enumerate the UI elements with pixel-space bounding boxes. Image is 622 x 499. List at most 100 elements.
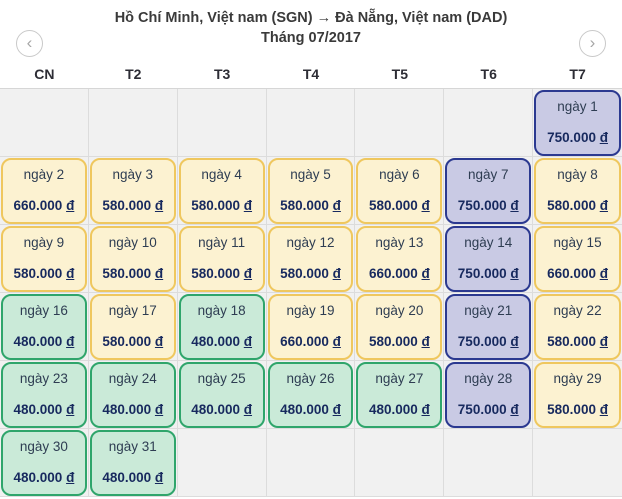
calendar-day-cell-21[interactable]: ngày 21 750.000 đ: [445, 294, 532, 360]
calendar-day-cell-24[interactable]: ngày 24 480.000 đ: [89, 362, 176, 428]
calendar-header: Hồ Chí Minh, Việt nam (SGN) → Đà Nẵng, V…: [0, 0, 622, 60]
fare-price-link[interactable]: 580.000 đ: [547, 402, 608, 417]
calendar-day-cell-26[interactable]: ngày 26 480.000 đ: [267, 362, 354, 428]
fare-price-link[interactable]: 480.000 đ: [102, 470, 164, 485]
fare-price-link[interactable]: 750.000 đ: [457, 198, 519, 213]
calendar-day-cell-19[interactable]: ngày 19 660.000 đ: [267, 294, 354, 360]
weekday-header-t5: T5: [391, 66, 409, 82]
fare-price-link[interactable]: 580.000 đ: [368, 198, 430, 213]
next-month-button[interactable]: ›: [579, 30, 606, 57]
calendar-day-cell-9[interactable]: ngày 9 580.000 đ: [1, 226, 87, 292]
fare-price-link[interactable]: 580.000 đ: [368, 334, 430, 349]
calendar-cell: ngày 10 580.000 đ: [88, 225, 178, 293]
day-number-label: ngày 11: [198, 235, 246, 250]
calendar-cell: ngày 4 580.000 đ: [177, 157, 267, 225]
fare-price-link[interactable]: 750.000 đ: [547, 130, 608, 145]
calendar-day-cell-6[interactable]: ngày 6 580.000 đ: [356, 158, 443, 224]
fare-price-link[interactable]: 580.000 đ: [102, 334, 164, 349]
calendar-cell: ngày 3 580.000 đ: [88, 157, 178, 225]
calendar-cell: ngày 29 580.000 đ: [533, 361, 622, 429]
fare-price-link[interactable]: 480.000 đ: [13, 402, 75, 417]
calendar-day-cell-20[interactable]: ngày 20 580.000 đ: [356, 294, 443, 360]
calendar-cell: ngày 6 580.000 đ: [355, 157, 445, 225]
calendar-day-cell-2[interactable]: ngày 2 660.000 đ: [1, 158, 87, 224]
calendar-cell: ngày 18 480.000 đ: [177, 293, 267, 361]
calendar-day-cell-11[interactable]: ngày 11 580.000 đ: [178, 226, 265, 292]
fare-price-link[interactable]: 480.000 đ: [13, 334, 75, 349]
calendar-day-cell-30[interactable]: ngày 30 480.000 đ: [1, 430, 87, 496]
calendar-day-cell-28[interactable]: ngày 28 750.000 đ: [445, 362, 532, 428]
fare-price-link[interactable]: 480.000 đ: [191, 334, 253, 349]
calendar-cell: ngày 23 480.000 đ: [0, 361, 89, 429]
day-number-label: ngày 18: [197, 303, 246, 318]
calendar-empty-cell: [266, 89, 356, 157]
chevron-left-icon: ‹: [26, 33, 33, 52]
calendar-cell: ngày 22 580.000 đ: [533, 293, 622, 361]
fare-price-link[interactable]: 750.000 đ: [457, 266, 519, 281]
fare-price-link[interactable]: 660.000 đ: [368, 266, 430, 281]
calendar-cell: ngày 8 580.000 đ: [533, 157, 622, 225]
calendar-day-cell-23[interactable]: ngày 23 480.000 đ: [1, 362, 87, 428]
weekday-header-t4: T4: [302, 66, 320, 82]
calendar-day-cell-14[interactable]: ngày 14 750.000 đ: [445, 226, 532, 292]
chevron-right-icon: ›: [589, 33, 596, 52]
fare-price-link[interactable]: 580.000 đ: [280, 266, 341, 281]
calendar-cell: ngày 1 750.000 đ: [533, 89, 622, 157]
calendar-day-cell-22[interactable]: ngày 22 580.000 đ: [534, 294, 621, 360]
day-number-label: ngày 3: [112, 167, 154, 182]
calendar-day-cell-31[interactable]: ngày 31 480.000 đ: [89, 430, 176, 496]
calendar-empty-cell: [177, 429, 267, 497]
day-number-label: ngày 8: [557, 167, 598, 182]
calendar-empty-cell: [88, 89, 178, 157]
fare-price-link[interactable]: 580.000 đ: [547, 334, 608, 349]
fare-price-link[interactable]: 580.000 đ: [102, 266, 164, 281]
prev-month-button[interactable]: ‹: [16, 30, 43, 57]
calendar-day-cell-10[interactable]: ngày 10 580.000 đ: [89, 226, 176, 292]
day-number-label: ngày 23: [19, 371, 68, 386]
calendar-cell: ngày 19 660.000 đ: [266, 293, 356, 361]
calendar-day-cell-4[interactable]: ngày 4 580.000 đ: [178, 158, 265, 224]
fare-price-link[interactable]: 750.000 đ: [457, 334, 519, 349]
calendar-day-cell-12[interactable]: ngày 12 580.000 đ: [267, 226, 354, 292]
fare-price-link[interactable]: 660.000 đ: [547, 266, 608, 281]
fare-price-link[interactable]: 480.000 đ: [368, 402, 430, 417]
fare-price-link[interactable]: 480.000 đ: [191, 402, 253, 417]
fare-price-link[interactable]: 480.000 đ: [13, 470, 75, 485]
calendar-day-cell-3[interactable]: ngày 3 580.000 đ: [89, 158, 176, 224]
fare-price-link[interactable]: 580.000 đ: [191, 198, 253, 213]
calendar-day-cell-18[interactable]: ngày 18 480.000 đ: [178, 294, 265, 360]
calendar-day-cell-7[interactable]: ngày 7 750.000 đ: [445, 158, 532, 224]
calendar-day-cell-25[interactable]: ngày 25 480.000 đ: [178, 362, 265, 428]
fare-price-link[interactable]: 580.000 đ: [13, 266, 75, 281]
day-number-label: ngày 6: [379, 167, 420, 182]
fare-price-link[interactable]: 580.000 đ: [102, 198, 164, 213]
calendar-day-cell-27[interactable]: ngày 27 480.000 đ: [356, 362, 443, 428]
calendar-day-cell-8[interactable]: ngày 8 580.000 đ: [534, 158, 621, 224]
day-number-label: ngày 4: [201, 167, 242, 182]
calendar-day-cell-29[interactable]: ngày 29 580.000 đ: [534, 362, 621, 428]
calendar-day-cell-1[interactable]: ngày 1 750.000 đ: [534, 90, 621, 156]
fare-price-link[interactable]: 480.000 đ: [102, 402, 164, 417]
fare-price-link[interactable]: 750.000 đ: [457, 402, 519, 417]
fare-price-link[interactable]: 580.000 đ: [547, 198, 608, 213]
calendar-empty-cell: [444, 429, 534, 497]
fare-price-link[interactable]: 660.000 đ: [280, 334, 341, 349]
day-number-label: ngày 10: [108, 235, 157, 250]
calendar-day-cell-15[interactable]: ngày 15 660.000 đ: [534, 226, 621, 292]
calendar-day-cell-5[interactable]: ngày 5 580.000 đ: [267, 158, 354, 224]
calendar-cell: ngày 13 660.000 đ: [355, 225, 445, 293]
calendar-day-cell-13[interactable]: ngày 13 660.000 đ: [356, 226, 443, 292]
day-number-label: ngày 16: [19, 303, 68, 318]
fare-price-link[interactable]: 480.000 đ: [280, 402, 341, 417]
day-number-label: ngày 29: [553, 371, 602, 386]
calendar-cell: ngày 30 480.000 đ: [0, 429, 89, 497]
calendar-day-cell-17[interactable]: ngày 17 580.000 đ: [89, 294, 176, 360]
calendar-cell: ngày 12 580.000 đ: [266, 225, 356, 293]
fare-price-link[interactable]: 580.000 đ: [280, 198, 341, 213]
weekday-header-t3: T3: [213, 66, 231, 82]
calendar-day-cell-16[interactable]: ngày 16 480.000 đ: [1, 294, 87, 360]
fare-price-link[interactable]: 580.000 đ: [191, 266, 253, 281]
fare-price-link[interactable]: 660.000 đ: [13, 198, 75, 213]
weekday-header-cn: CN: [34, 66, 55, 82]
